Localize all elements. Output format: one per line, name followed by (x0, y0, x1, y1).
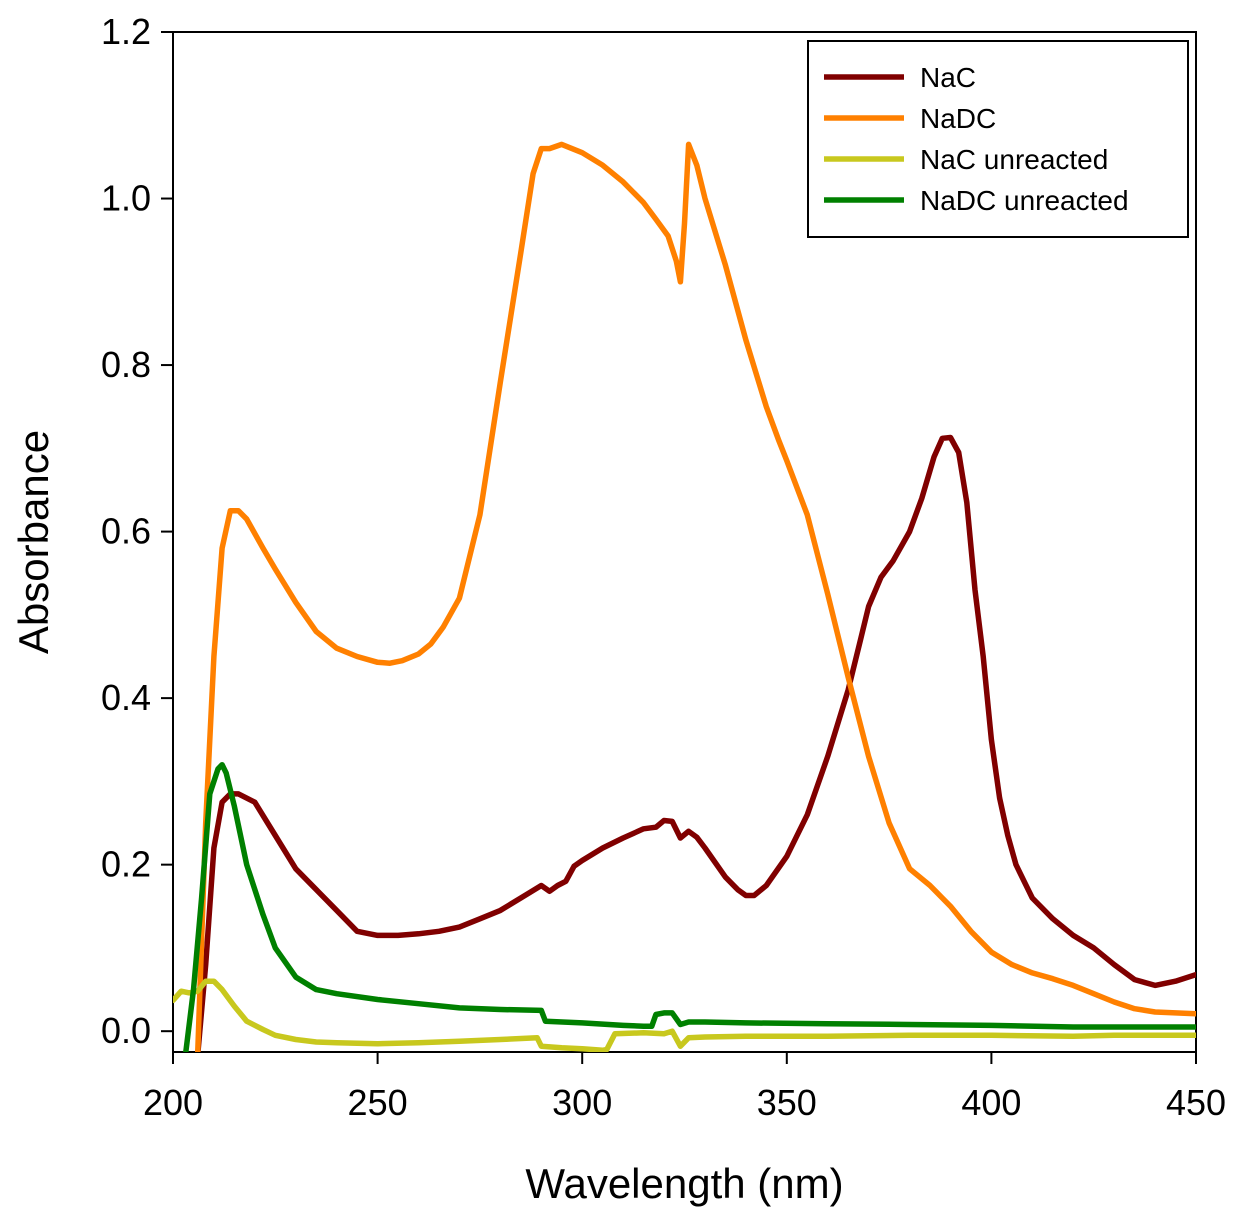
x-tick-label: 450 (1166, 1082, 1226, 1123)
axes: 200 250 300 350 400 450 0.0 0.2 0.4 0.6 0.8 1.0 1.2 (101, 11, 1226, 1123)
x-tick-label: 200 (143, 1082, 203, 1123)
legend-label: NaDC unreacted (920, 185, 1129, 216)
legend-label: NaC unreacted (920, 144, 1108, 175)
y-tick-label: 0.4 (101, 677, 151, 718)
legend-label: NaC (920, 62, 976, 93)
x-tick-label: 350 (757, 1082, 817, 1123)
y-tick-label: 0.2 (101, 844, 151, 885)
legend: NaC NaDC NaC unreacted NaDC unreacted (807, 40, 1189, 238)
y-axis-title: Absorbance (10, 430, 57, 654)
series-line-nac-unreacted (173, 978, 1196, 1052)
series-line-nadc-unreacted (183, 761, 1196, 1052)
series-line-nac (195, 434, 1196, 1052)
y-tick-label: 1.2 (101, 11, 151, 52)
y-tick-label: 0.6 (101, 511, 151, 552)
x-tick-label: 300 (552, 1082, 612, 1123)
series-lines (173, 141, 1196, 1052)
x-axis-title: Wavelength (nm) (525, 1160, 843, 1207)
x-tick-label: 250 (348, 1082, 408, 1123)
y-tick-label: 0.0 (101, 1010, 151, 1051)
legend-box (807, 40, 1189, 238)
legend-label: NaDC (920, 103, 996, 134)
x-tick-label: 400 (961, 1082, 1021, 1123)
series-line-nadc (194, 141, 1196, 1052)
plot-frame (172, 31, 1197, 1053)
y-tick-label: 1.0 (101, 178, 151, 219)
y-tick-label: 0.8 (101, 344, 151, 385)
